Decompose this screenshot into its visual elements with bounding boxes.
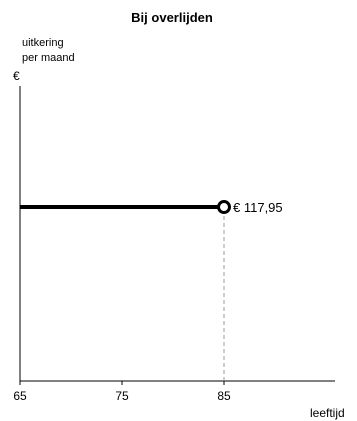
x-ticks-group: 65 75 85: [13, 381, 231, 403]
x-tick-label-65: 65: [13, 389, 27, 403]
x-tick-label-75: 75: [115, 389, 129, 403]
x-axis-label: leeftijd: [310, 406, 345, 420]
y-axis-unit: €: [13, 69, 20, 83]
annotations-group: € 117,95: [233, 200, 283, 215]
y-axis-label-line-2: per maand: [22, 52, 75, 64]
series-end-marker-0: [217, 200, 231, 215]
y-axis-label-line-1: uitkering: [22, 37, 64, 49]
data-label-0: € 117,95: [233, 200, 283, 215]
chart-title: Bij overlijden: [131, 10, 213, 25]
x-tick-label-85: 85: [217, 389, 231, 403]
series-group: [20, 200, 231, 215]
